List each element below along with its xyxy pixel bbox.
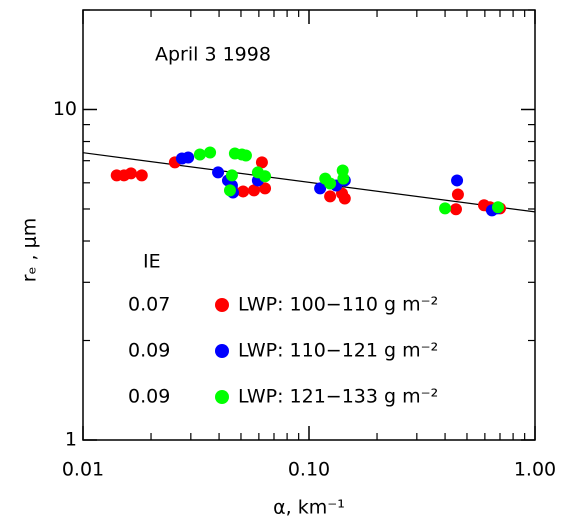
x-axis-label: α, km⁻¹ xyxy=(273,497,345,519)
legend-ie: 0.09 xyxy=(128,386,170,408)
x-tick-label: 0.10 xyxy=(288,459,330,481)
point xyxy=(324,177,337,190)
point xyxy=(124,167,137,180)
point xyxy=(204,146,217,159)
plot-frame xyxy=(82,9,536,441)
point xyxy=(247,184,260,197)
x-tick-label: 1.00 xyxy=(514,459,556,481)
y-axis-label: rₑ , μm xyxy=(19,218,41,282)
legend-label: LWP: 121−133 g m⁻² xyxy=(238,386,438,408)
point xyxy=(324,190,337,203)
point xyxy=(212,166,225,179)
y-tick-label: 1 xyxy=(65,429,77,451)
point xyxy=(337,172,350,185)
legend-marker xyxy=(215,344,229,358)
annotation: April 3 1998 xyxy=(155,44,271,66)
legend-label: LWP: 110−121 g m⁻² xyxy=(238,340,438,362)
legend-marker xyxy=(215,390,229,404)
point xyxy=(449,203,462,216)
point xyxy=(237,185,250,198)
point xyxy=(492,201,505,214)
legend-title: IE xyxy=(143,251,161,273)
point xyxy=(314,182,327,195)
point xyxy=(193,148,206,161)
point xyxy=(451,188,464,201)
point xyxy=(255,156,268,169)
legend-ie: 0.07 xyxy=(128,294,170,316)
fit-line xyxy=(82,152,536,213)
point xyxy=(135,169,148,182)
legend-marker xyxy=(215,298,229,312)
legend-label: LWP: 100−110 g m⁻² xyxy=(238,294,438,316)
point xyxy=(182,151,195,164)
point xyxy=(223,184,236,197)
point xyxy=(239,149,252,162)
point xyxy=(439,202,452,215)
point xyxy=(259,182,272,195)
point xyxy=(338,192,351,205)
point xyxy=(259,170,272,183)
legend-ie: 0.09 xyxy=(128,340,170,362)
x-tick-label: 0.01 xyxy=(62,459,104,481)
point xyxy=(451,174,464,187)
point xyxy=(225,169,238,182)
y-tick-label: 10 xyxy=(53,98,77,120)
